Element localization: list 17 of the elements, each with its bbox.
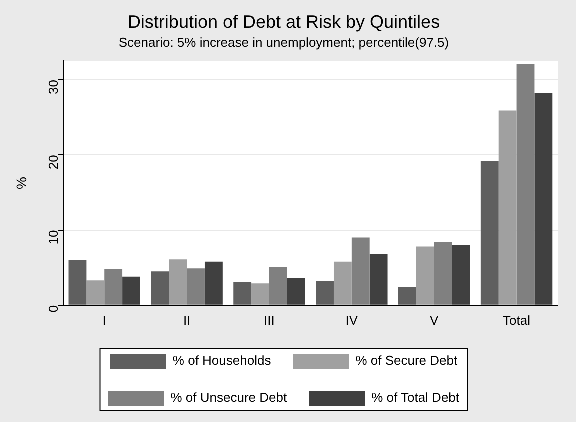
y-axis-title: % — [13, 177, 30, 190]
legend-label: % of Households — [172, 353, 272, 368]
chart-subtitle: Scenario: 5% increase in unemployment; percentile(97.5) — [118, 34, 450, 50]
y-tick-label: 10 — [46, 230, 61, 245]
x-tick-label: IV — [346, 312, 358, 328]
x-tick-label: II — [183, 312, 191, 328]
legend-label: % of Total Debt — [372, 390, 460, 406]
legend-label: % of Unsecure Debt — [170, 390, 288, 406]
y-tick-label: 0 — [46, 305, 61, 313]
x-tick-label: I — [102, 312, 106, 328]
x-tick-label: V — [430, 312, 440, 328]
x-tick-label: III — [264, 312, 275, 328]
y-tick-label: 20 — [46, 155, 61, 170]
y-tick-label: 30 — [46, 80, 61, 94]
x-tick-label: Total — [503, 312, 531, 328]
chart-title: Distribution of Debt at Risk by Quintiles — [128, 12, 440, 32]
legend-label: % of Secure Debt — [356, 353, 458, 368]
